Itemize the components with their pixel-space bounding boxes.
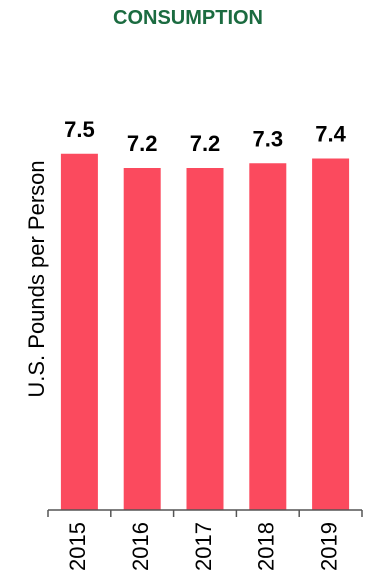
x-tick-label-2016: 2016 bbox=[128, 522, 153, 571]
value-label-2016: 7.2 bbox=[127, 131, 158, 156]
bar-2019 bbox=[312, 158, 350, 510]
bars-group bbox=[60, 153, 350, 510]
x-tick-labels-group: 2015 2016 2017 2018 2019 bbox=[65, 522, 341, 571]
value-label-2015: 7.5 bbox=[64, 117, 95, 142]
bar-2018 bbox=[249, 163, 287, 510]
chart-title: CONSUMPTION bbox=[113, 7, 263, 29]
value-labels-group: 7.5 7.2 7.2 7.3 7.4 bbox=[64, 117, 347, 156]
x-tick-label-2018: 2018 bbox=[254, 522, 279, 571]
x-tick-label-2015: 2015 bbox=[65, 522, 90, 571]
bar-2015 bbox=[60, 153, 98, 510]
x-tick-label-2017: 2017 bbox=[191, 522, 216, 571]
y-axis-label: U.S. Pounds per Person bbox=[24, 160, 49, 397]
x-ticks-group bbox=[47, 510, 363, 517]
value-label-2018: 7.3 bbox=[253, 126, 284, 151]
bar-2017 bbox=[186, 168, 224, 510]
x-tick-label-2019: 2019 bbox=[316, 522, 341, 571]
value-label-2017: 7.2 bbox=[190, 131, 221, 156]
bar-2016 bbox=[123, 168, 161, 510]
value-label-2019: 7.4 bbox=[315, 122, 346, 147]
